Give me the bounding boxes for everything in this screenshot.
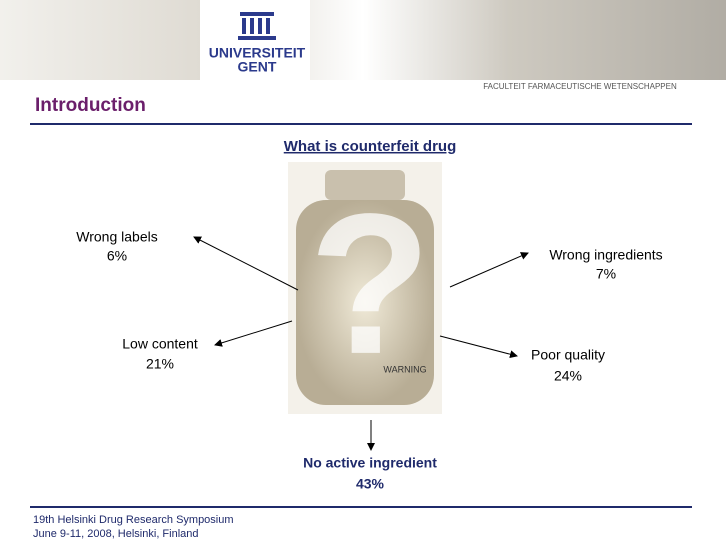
city-name: GENT (238, 59, 277, 75)
item-label: Poor quality (531, 347, 605, 363)
svg-text:?: ? (309, 173, 431, 396)
item-share: 6% (107, 248, 127, 264)
item-share: 7% (596, 266, 616, 282)
item-share: 43% (356, 476, 385, 492)
footer-line: 19th Helsinki Drug Research Symposium (33, 514, 234, 526)
item-share: 21% (146, 356, 174, 372)
subtitle: What is counterfeit drug (284, 138, 457, 155)
item-share: 24% (554, 368, 582, 384)
item-label: Low content (122, 336, 198, 352)
slide: UNIVERSITEIT GENT FACULTEIT FARMACEUTISC… (0, 0, 726, 546)
bottle-image: ? WARNING (288, 162, 442, 414)
item-label: Wrong labels (76, 229, 157, 245)
section-title: Introduction (35, 95, 146, 116)
item-label: Wrong ingredients (549, 247, 662, 263)
footer-line: June 9-11, 2008, Helsinki, Finland (33, 528, 199, 540)
faculty-name: FACULTEIT FARMACEUTISCHE WETENSCHAPPEN (483, 82, 677, 91)
item-label: No active ingredient (303, 455, 437, 471)
bottle-text: WARNING (383, 364, 426, 374)
header-photo (0, 0, 726, 80)
